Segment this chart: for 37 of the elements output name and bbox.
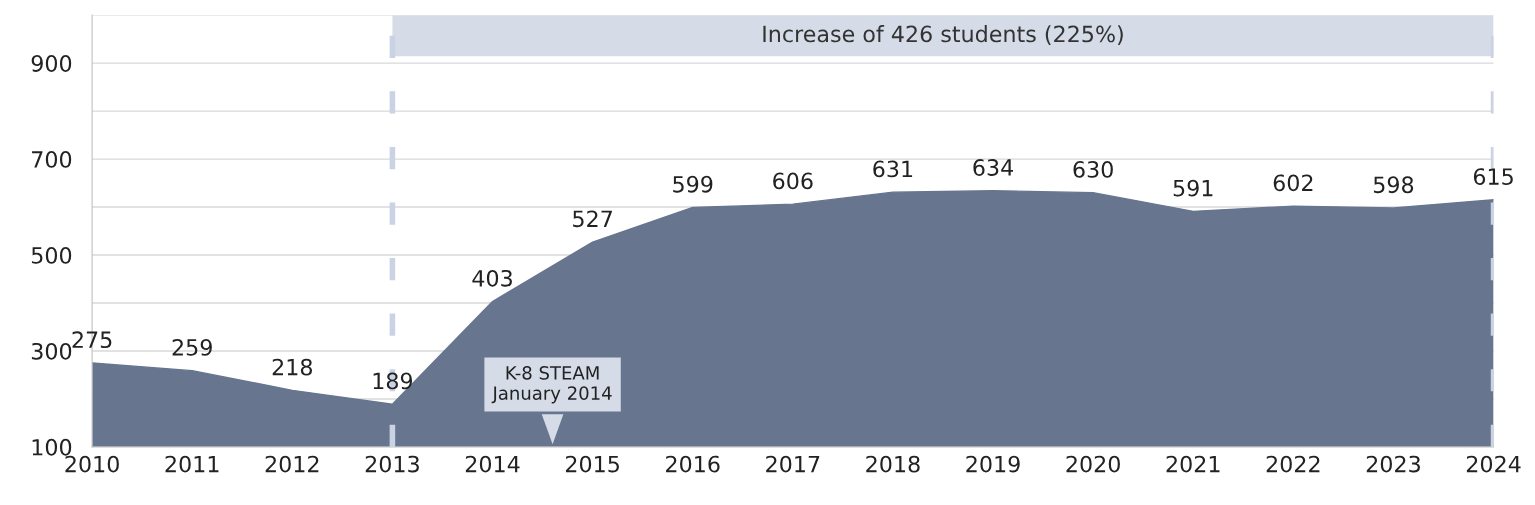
x-tick-label: 2024 [1466, 455, 1521, 473]
y-tick-label: 700 [32, 151, 72, 168]
y-tick-label: 100 [32, 438, 72, 456]
x-tick-label: 2013 [365, 455, 419, 473]
data-label: 275 [72, 331, 112, 349]
x-tick-label: 2018 [866, 455, 920, 473]
data-label: 615 [1473, 168, 1513, 185]
annotation: K-8 STEAM January 2014 [491, 366, 612, 404]
x-tick-label: 2016 [666, 455, 720, 473]
x-tick-label: 2021 [1166, 455, 1220, 473]
x-tick-label: 2011 [165, 455, 219, 473]
y-tick-label: 900 [31, 55, 72, 72]
data-label: 259 [172, 338, 212, 356]
x-tick-label: 2017 [766, 455, 820, 473]
data-label: 218 [272, 358, 312, 376]
data-label: 602 [1273, 174, 1313, 192]
data-label: 630 [1073, 160, 1113, 178]
data-label: 631 [873, 160, 913, 178]
x-tick-label: 2019 [966, 455, 1020, 473]
x-tick-label: 2023 [1366, 455, 1420, 473]
x-tick-label: 2015 [565, 455, 619, 473]
data-label: 606 [773, 172, 813, 190]
data-label: 599 [673, 175, 713, 193]
y-tick-label: 300 [31, 342, 72, 360]
data-label: 598 [1373, 176, 1414, 194]
x-tick-label: 2010 [65, 455, 119, 473]
data-label: 591 [1173, 179, 1213, 197]
data-label: 527 [573, 210, 612, 228]
data-label: 634 [973, 159, 1013, 176]
y-tick-label: 500 [31, 246, 72, 264]
x-tick-label: 2022 [1266, 455, 1320, 473]
band-label: Increase of 426 students (225%) [763, 25, 1123, 45]
x-tick-label: 2012 [265, 455, 319, 473]
data-label: 189 [373, 372, 413, 390]
data-label: 403 [472, 269, 512, 287]
x-tick-label: 2014 [465, 455, 520, 473]
x-tick-label: 2020 [1066, 455, 1120, 473]
